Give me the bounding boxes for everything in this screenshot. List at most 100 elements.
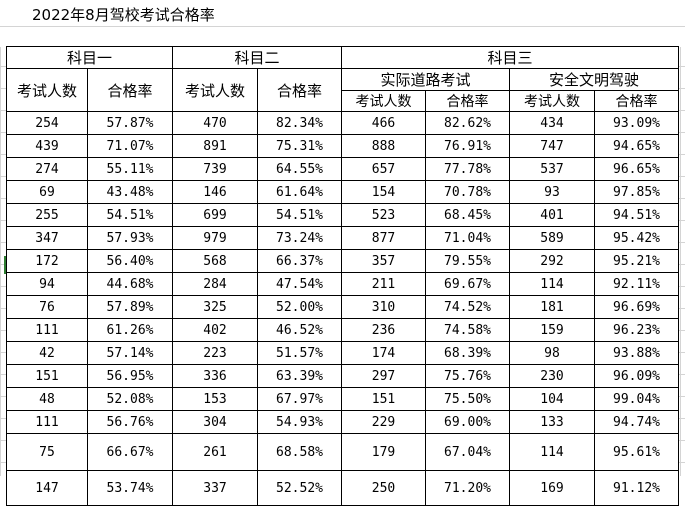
cell-safe-examinees[interactable]: 114 — [509, 272, 595, 296]
cell-s1-examinees[interactable]: 48 — [6, 387, 88, 411]
cell-s2-examinees[interactable]: 739 — [172, 157, 258, 181]
cell-safe-pass-rate[interactable]: 93.09% — [594, 111, 679, 135]
cell-road-examinees[interactable]: 466 — [341, 111, 426, 135]
header-road-examinees[interactable]: 考试人数 — [341, 90, 426, 112]
cell-safe-examinees[interactable]: 434 — [509, 111, 595, 135]
cell-s2-pass-rate[interactable]: 66.37% — [257, 249, 342, 273]
cell-s2-examinees[interactable]: 402 — [172, 318, 258, 342]
cell-s2-pass-rate[interactable]: 52.00% — [257, 295, 342, 319]
cell-s2-pass-rate[interactable]: 54.51% — [257, 203, 342, 227]
cell-road-pass-rate[interactable]: 76.91% — [425, 134, 510, 158]
cell-s1-examinees[interactable]: 274 — [6, 157, 88, 181]
cell-s1-pass-rate[interactable]: 43.48% — [87, 180, 173, 204]
cell-road-pass-rate[interactable]: 70.78% — [425, 180, 510, 204]
header-s1-pass-rate[interactable]: 合格率 — [87, 68, 173, 112]
cell-road-examinees[interactable]: 154 — [341, 180, 426, 204]
cell-s2-pass-rate[interactable]: 64.55% — [257, 157, 342, 181]
cell-safe-examinees[interactable]: 230 — [509, 364, 595, 388]
cell-s2-pass-rate[interactable]: 73.24% — [257, 226, 342, 250]
cell-s1-examinees[interactable]: 254 — [6, 111, 88, 135]
cell-s1-examinees[interactable]: 42 — [6, 341, 88, 365]
cell-safe-pass-rate[interactable]: 95.61% — [594, 433, 679, 471]
cell-s1-pass-rate[interactable]: 57.89% — [87, 295, 173, 319]
cell-safe-examinees[interactable]: 589 — [509, 226, 595, 250]
cell-road-examinees[interactable]: 888 — [341, 134, 426, 158]
header-s1-examinees[interactable]: 考试人数 — [6, 68, 88, 112]
header-subject1[interactable]: 科目一 — [6, 46, 173, 69]
header-s2-pass-rate[interactable]: 合格率 — [257, 68, 342, 112]
cell-road-pass-rate[interactable]: 79.55% — [425, 249, 510, 273]
cell-s2-pass-rate[interactable]: 82.34% — [257, 111, 342, 135]
cell-s2-examinees[interactable]: 284 — [172, 272, 258, 296]
cell-s1-examinees[interactable]: 151 — [6, 364, 88, 388]
cell-safe-pass-rate[interactable]: 92.11% — [594, 272, 679, 296]
cell-road-examinees[interactable]: 297 — [341, 364, 426, 388]
cell-s2-pass-rate[interactable]: 51.57% — [257, 341, 342, 365]
cell-road-pass-rate[interactable]: 77.78% — [425, 157, 510, 181]
cell-s2-examinees[interactable]: 146 — [172, 180, 258, 204]
cell-s2-pass-rate[interactable]: 46.52% — [257, 318, 342, 342]
cell-s2-pass-rate[interactable]: 67.97% — [257, 387, 342, 411]
cell-s1-pass-rate[interactable]: 56.40% — [87, 249, 173, 273]
cell-s2-examinees[interactable]: 979 — [172, 226, 258, 250]
cell-s2-examinees[interactable]: 325 — [172, 295, 258, 319]
cell-s2-examinees[interactable]: 153 — [172, 387, 258, 411]
cell-road-examinees[interactable]: 877 — [341, 226, 426, 250]
cell-s2-pass-rate[interactable]: 47.54% — [257, 272, 342, 296]
cell-safe-pass-rate[interactable]: 99.04% — [594, 387, 679, 411]
cell-road-pass-rate[interactable]: 75.50% — [425, 387, 510, 411]
cell-s1-pass-rate[interactable]: 57.14% — [87, 341, 173, 365]
cell-safe-examinees[interactable]: 181 — [509, 295, 595, 319]
cell-s1-pass-rate[interactable]: 44.68% — [87, 272, 173, 296]
cell-safe-examinees[interactable]: 747 — [509, 134, 595, 158]
cell-s1-pass-rate[interactable]: 57.87% — [87, 111, 173, 135]
cell-safe-pass-rate[interactable]: 94.65% — [594, 134, 679, 158]
cell-safe-examinees[interactable]: 93 — [509, 180, 595, 204]
cell-s1-examinees[interactable]: 111 — [6, 410, 88, 434]
cell-s1-examinees[interactable]: 75 — [6, 433, 88, 471]
cell-s1-pass-rate[interactable]: 66.67% — [87, 433, 173, 471]
cell-safe-examinees[interactable]: 114 — [509, 433, 595, 471]
header-safe-pass-rate[interactable]: 合格率 — [594, 90, 679, 112]
cell-s2-examinees[interactable]: 891 — [172, 134, 258, 158]
cell-road-pass-rate[interactable]: 74.52% — [425, 295, 510, 319]
cell-s1-pass-rate[interactable]: 54.51% — [87, 203, 173, 227]
header-road-pass-rate[interactable]: 合格率 — [425, 90, 510, 112]
cell-s2-examinees[interactable]: 304 — [172, 410, 258, 434]
header-safe-driving[interactable]: 安全文明驾驶 — [509, 68, 679, 91]
cell-road-examinees[interactable]: 657 — [341, 157, 426, 181]
cell-road-examinees[interactable]: 174 — [341, 341, 426, 365]
cell-s1-examinees[interactable]: 172 — [6, 249, 88, 273]
cell-road-examinees[interactable]: 310 — [341, 295, 426, 319]
cell-safe-examinees[interactable]: 401 — [509, 203, 595, 227]
cell-road-examinees[interactable]: 211 — [341, 272, 426, 296]
header-subject2[interactable]: 科目二 — [172, 46, 342, 69]
cell-s1-pass-rate[interactable]: 57.93% — [87, 226, 173, 250]
cell-safe-pass-rate[interactable]: 96.09% — [594, 364, 679, 388]
cell-s2-pass-rate[interactable]: 63.39% — [257, 364, 342, 388]
cell-s2-pass-rate[interactable]: 75.31% — [257, 134, 342, 158]
cell-s1-pass-rate[interactable]: 56.76% — [87, 410, 173, 434]
cell-safe-examinees[interactable]: 133 — [509, 410, 595, 434]
header-safe-examinees[interactable]: 考试人数 — [509, 90, 595, 112]
cell-road-pass-rate[interactable]: 69.00% — [425, 410, 510, 434]
cell-safe-examinees[interactable]: 98 — [509, 341, 595, 365]
cell-safe-examinees[interactable]: 292 — [509, 249, 595, 273]
cell-safe-pass-rate[interactable]: 95.21% — [594, 249, 679, 273]
cell-s1-examinees[interactable]: 255 — [6, 203, 88, 227]
cell-safe-pass-rate[interactable]: 93.88% — [594, 341, 679, 365]
cell-road-pass-rate[interactable]: 68.45% — [425, 203, 510, 227]
cell-s1-pass-rate[interactable]: 52.08% — [87, 387, 173, 411]
cell-s1-pass-rate[interactable]: 71.07% — [87, 134, 173, 158]
cell-s1-examinees[interactable]: 94 — [6, 272, 88, 296]
header-s2-examinees[interactable]: 考试人数 — [172, 68, 258, 112]
header-road-test[interactable]: 实际道路考试 — [341, 68, 510, 91]
header-subject3[interactable]: 科目三 — [341, 46, 679, 69]
cell-s1-pass-rate[interactable]: 55.11% — [87, 157, 173, 181]
cell-safe-pass-rate[interactable]: 97.85% — [594, 180, 679, 204]
cell-safe-pass-rate[interactable]: 94.51% — [594, 203, 679, 227]
cell-s1-examinees[interactable]: 69 — [6, 180, 88, 204]
empty-row[interactable] — [0, 26, 685, 47]
cell-s2-examinees[interactable]: 223 — [172, 341, 258, 365]
cell-road-examinees[interactable]: 151 — [341, 387, 426, 411]
